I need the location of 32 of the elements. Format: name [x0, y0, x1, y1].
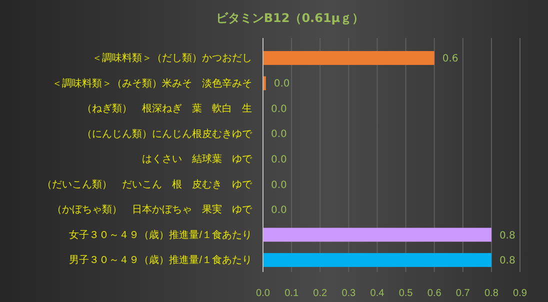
data-label: 0.8 [499, 230, 516, 242]
y-tick-label: ＜調味料類＞（みそ類）米みそ 淡色辛みそ [52, 77, 252, 90]
y-tick-label: はくさい 結球葉 ゆで [142, 153, 253, 166]
y-tick-label: （かぼちゃ類） 日本かぼちゃ 果実 ゆで [52, 204, 253, 216]
data-label: 0.0 [271, 205, 287, 216]
x-tick-label: 0.5 [398, 288, 414, 300]
x-tick-label: 0.4 [370, 288, 385, 300]
bar [263, 51, 434, 65]
y-tick-label: ＜調味料類＞（だし類）かつおだし [92, 52, 252, 64]
data-label: 0.0 [274, 78, 290, 90]
y-tick-label: （だいこん類） だいこん 根 皮むき ゆで [42, 178, 253, 190]
x-tick-label: 0.1 [284, 288, 299, 300]
x-tick-label: 0.7 [456, 288, 470, 300]
data-label: 0.0 [271, 104, 287, 115]
data-label: 0.0 [271, 129, 287, 140]
x-tick-label: 0.9 [513, 288, 528, 300]
x-tick-label: 0.8 [484, 288, 499, 300]
bar [263, 253, 492, 267]
y-tick-label: 男子３０～４９（歳）推進量/１食あたり [69, 254, 252, 266]
x-tick-label: 0.6 [427, 288, 442, 300]
chart-title: ビタミンB12（0.61μｇ） [216, 11, 364, 25]
data-label: 0.6 [442, 53, 458, 64]
x-tick-label: 0.2 [313, 288, 328, 300]
bar [263, 228, 492, 242]
y-tick-label: （にんじん類）にんじん根皮むきゆで [82, 128, 253, 140]
data-label: 0.0 [271, 154, 287, 166]
x-tick-label: 0.3 [342, 288, 356, 300]
y-tick-label: （ねぎ類） 根深ねぎ 葉 軟白 生 [82, 102, 252, 115]
data-label: 0.8 [499, 256, 516, 267]
x-tick-label: 0.0 [256, 288, 270, 300]
y-tick-label: 女子３０～４９（歳）推進量/１食あたり [69, 228, 252, 241]
data-label: 0.0 [271, 180, 287, 191]
